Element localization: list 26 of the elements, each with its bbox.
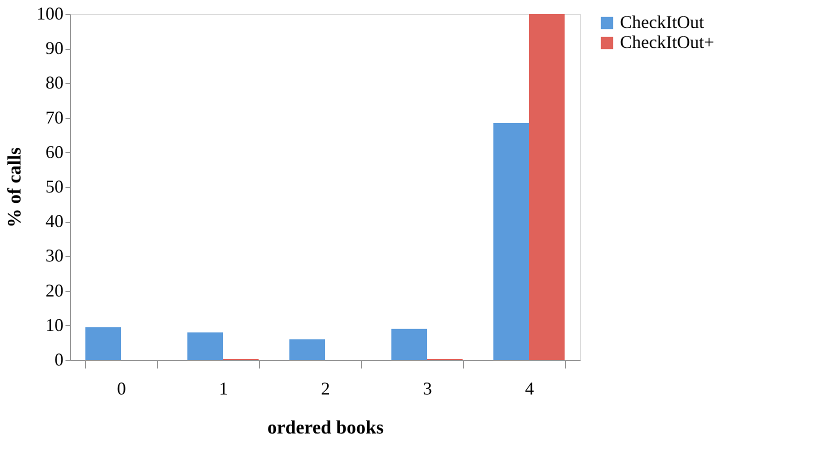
- x-tick-label: 0: [117, 378, 126, 398]
- x-tick-label: 2: [321, 378, 330, 398]
- legend-label: CheckItOut+: [620, 32, 714, 52]
- y-tick-label: 10: [46, 314, 64, 335]
- x-axis-title: ordered books: [267, 418, 384, 438]
- y-tick-label: 100: [36, 4, 64, 24]
- bar: [187, 332, 223, 360]
- bar: [289, 339, 325, 360]
- bar: [529, 14, 565, 360]
- y-axis-title: % of calls: [4, 147, 26, 228]
- y-tick-label: 40: [46, 211, 64, 232]
- y-tick-label: 90: [46, 38, 64, 58]
- bar: [391, 328, 427, 360]
- x-tick-label: 4: [525, 378, 534, 398]
- x-tick-label: 3: [423, 378, 432, 398]
- y-tick-label: 0: [54, 350, 64, 370]
- legend-label: CheckItOut: [620, 12, 704, 32]
- y-tick-label: 80: [46, 72, 64, 93]
- y-tick-label: 20: [46, 280, 64, 300]
- bar: [493, 122, 529, 360]
- y-tick-label: 50: [46, 176, 64, 196]
- y-tick-label: 60: [46, 142, 64, 162]
- y-tick-label: 30: [46, 246, 64, 266]
- y-tick-label: 70: [46, 107, 64, 128]
- bar: [85, 327, 121, 360]
- x-tick-label: 1: [219, 378, 228, 398]
